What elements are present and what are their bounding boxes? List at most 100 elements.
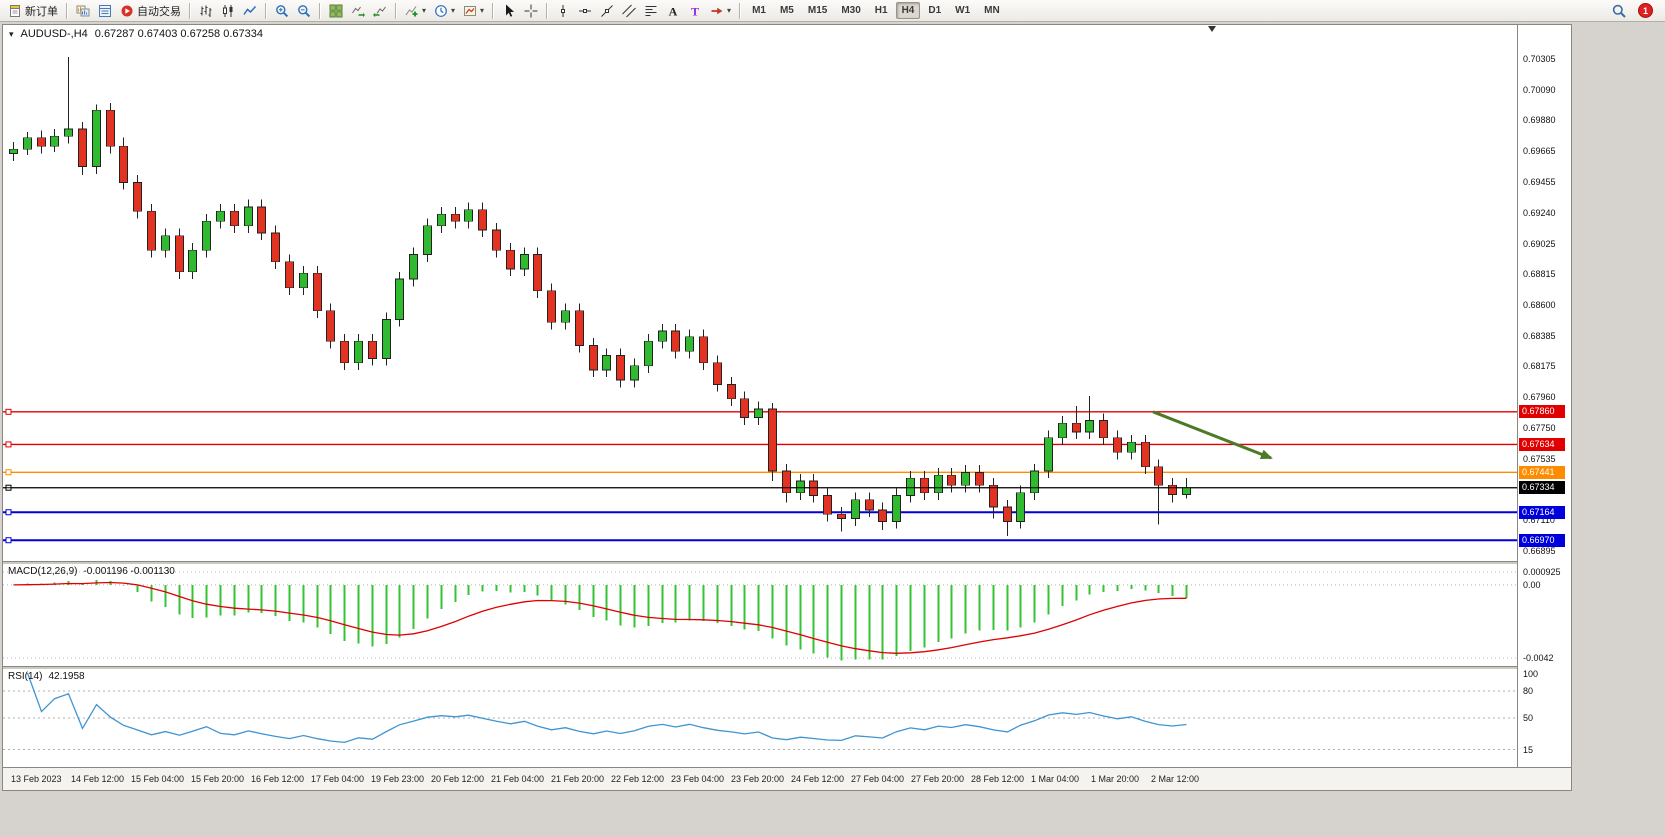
channel-button[interactable]	[618, 1, 640, 20]
candles[interactable]	[9, 56, 1191, 536]
rsi-line	[26, 672, 1187, 744]
price-tick-label: 0.67960	[1523, 392, 1556, 403]
fibonacci-button[interactable]	[640, 1, 662, 20]
timeframe-h1-button[interactable]: H1	[874, 5, 888, 16]
price-tick-label: 0.69455	[1523, 176, 1556, 187]
candlestick-chart-icon	[221, 4, 235, 18]
price-tag-0.67164: 0.67164	[1519, 505, 1565, 519]
crosshair-button[interactable]	[520, 1, 542, 20]
candlestick-chart-button[interactable]	[217, 1, 239, 20]
chevron-down-icon: ▾	[480, 5, 485, 15]
cursor-button[interactable]	[498, 1, 520, 20]
chart-shift-marker[interactable]	[1208, 26, 1216, 32]
bar-chart-button[interactable]	[195, 1, 217, 20]
svg-text:A: A	[669, 4, 678, 18]
timeframe-mn-button[interactable]: MN	[984, 5, 1000, 16]
arrows-icon	[710, 4, 724, 18]
timeframe-m5-button[interactable]: M5	[779, 5, 794, 16]
indicators-icon	[405, 4, 419, 18]
line-chart-button[interactable]	[239, 1, 261, 20]
templates-icon	[463, 4, 477, 18]
price-chart[interactable]	[3, 25, 1517, 561]
time-tick-label: 21 Feb 20:00	[551, 774, 605, 784]
toolbar-separator	[66, 2, 68, 19]
time-tick-label: 14 Feb 12:00	[71, 774, 125, 784]
fibonacci-icon	[644, 4, 658, 18]
text-button[interactable]: A	[662, 1, 684, 20]
text-icon: A	[666, 4, 680, 18]
chevron-down-icon: ▾	[422, 5, 427, 15]
price-tick-label: 0.70090	[1523, 85, 1556, 96]
toolbar-separator	[546, 2, 549, 19]
bar-chart-icon	[199, 4, 213, 18]
tile-windows-button[interactable]	[325, 1, 347, 20]
rsi-panel[interactable]	[3, 669, 1517, 767]
timeframe-m30-button[interactable]: M30	[841, 5, 861, 16]
macd-panel[interactable]	[3, 564, 1517, 666]
charts-grid-icon	[76, 4, 90, 18]
price-line-anchor[interactable]	[5, 469, 12, 476]
macd-values: -0.001196 -0.001130	[83, 566, 175, 577]
toolbar-separator	[492, 2, 495, 19]
price-tag-0.67860: 0.67860	[1519, 405, 1565, 419]
auto-trading-icon	[120, 4, 134, 18]
time-tick-label: 22 Feb 12:00	[611, 774, 665, 784]
time-tick-label: 24 Feb 12:00	[791, 774, 845, 784]
data-window-icon	[98, 4, 112, 18]
data-window-button[interactable]	[94, 1, 116, 20]
zoom-out-icon	[297, 4, 311, 18]
timeframe-m1-button[interactable]: M1	[752, 5, 766, 16]
price-axis[interactable]: 0.70305 0.70090 0.69880 0.69665 0.69455 0.692…	[1517, 25, 1571, 767]
timeframe-m15-button[interactable]: M15	[807, 5, 828, 16]
tile-windows-icon	[329, 4, 343, 18]
zoom-out-button[interactable]	[293, 1, 315, 20]
charts-grid-button[interactable]	[72, 1, 94, 20]
chart-shift-button[interactable]	[369, 1, 391, 20]
notification-badge[interactable]: 1	[1638, 3, 1653, 18]
horizontal-line-button[interactable]	[574, 1, 596, 20]
time-tick-label: 15 Feb 04:00	[131, 774, 185, 784]
indicators-button[interactable]: ▾	[401, 1, 430, 20]
trendline-button[interactable]	[596, 1, 618, 20]
horizontal-line-icon	[578, 4, 592, 18]
auto-scroll-button[interactable]	[347, 1, 369, 20]
price-line-anchor[interactable]	[5, 408, 12, 415]
price-tag-0.67334: 0.67334	[1519, 481, 1565, 495]
macd-tick-label: -0.0042	[1523, 653, 1554, 663]
search-button[interactable]	[1608, 1, 1630, 20]
timeframe-d1-button[interactable]: D1	[928, 5, 942, 16]
label-button[interactable]: T	[684, 1, 706, 20]
price-line-anchor[interactable]	[5, 537, 12, 544]
price-line-anchor[interactable]	[5, 509, 12, 516]
chevron-down-icon: ▾	[727, 5, 732, 15]
new-order-button[interactable]: 新订单	[4, 1, 62, 20]
macd-signal-line	[13, 581, 1187, 654]
periods-icon	[434, 4, 448, 18]
symbol-dropdown-icon[interactable]: ▾	[9, 28, 14, 39]
panel-resize-handle[interactable]	[3, 666, 1571, 669]
trend-arrow[interactable]	[1152, 410, 1273, 460]
toolbar-separator	[189, 2, 191, 19]
price-tick-label: 0.68385	[1523, 331, 1556, 342]
timeframe-h4-button[interactable]: H4	[895, 2, 921, 19]
time-tick-label: 28 Feb 12:00	[971, 774, 1025, 784]
label-icon: T	[688, 4, 702, 18]
zoom-in-button[interactable]	[271, 1, 293, 20]
templates-button[interactable]: ▾	[459, 1, 488, 20]
toolbar-separator	[395, 2, 397, 19]
price-tick-label: 0.68600	[1523, 300, 1556, 311]
search-icon	[1612, 4, 1626, 18]
crosshair-icon	[524, 4, 538, 18]
timeframe-w1-button[interactable]: W1	[955, 5, 971, 16]
auto-trading-button-label: 自动交易	[137, 5, 181, 18]
periods-button[interactable]: ▾	[430, 1, 459, 20]
arrows-button[interactable]: ▾	[706, 1, 735, 20]
time-tick-label: 15 Feb 20:00	[191, 774, 245, 784]
rsi-label: RSI(14) 42.1958	[8, 671, 85, 682]
auto-trading-button[interactable]: 自动交易	[116, 1, 185, 20]
price-line-anchor[interactable]	[5, 441, 12, 448]
vertical-line-button[interactable]	[552, 1, 574, 20]
panel-resize-handle[interactable]	[3, 561, 1571, 564]
time-axis[interactable]: 13 Feb 2023 14 Feb 12:00 15 Feb 04:00 15 Fe…	[3, 767, 1571, 790]
